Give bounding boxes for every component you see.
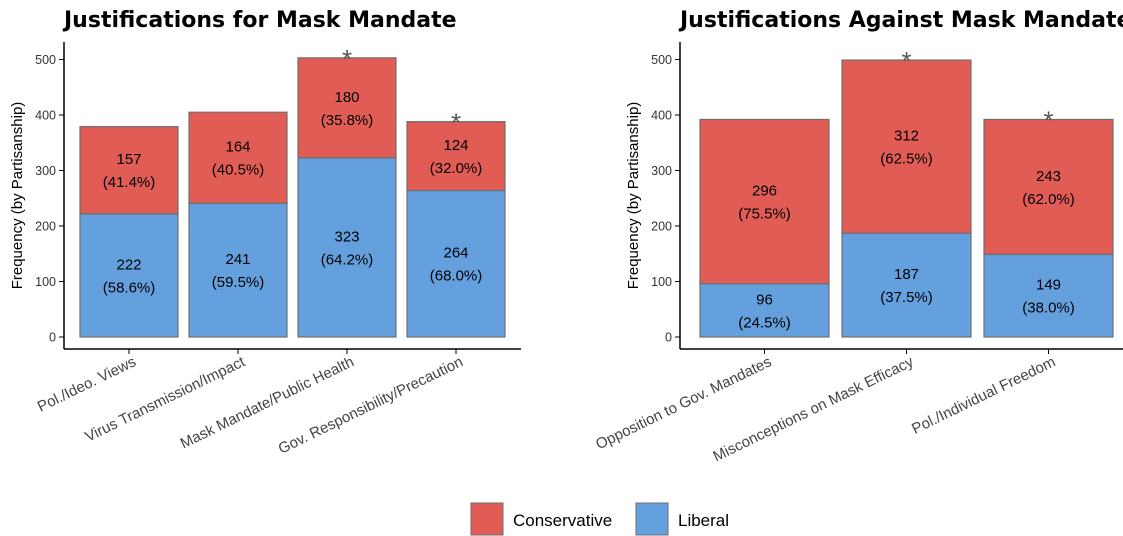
- chart-title: Justifications for Mask Mandate: [62, 8, 457, 33]
- significance-marker: *: [901, 46, 911, 76]
- bar-conservative: [983, 118, 1114, 255]
- y-tick-label: 100: [35, 275, 56, 289]
- data-label-conservative-count: 164: [225, 139, 250, 156]
- data-label-liberal-count: 323: [334, 228, 359, 245]
- bar-liberal: [79, 213, 179, 338]
- data-label-liberal-count: 222: [116, 256, 141, 273]
- bar-conservative: [841, 59, 972, 234]
- data-label-liberal-count: 264: [443, 245, 468, 262]
- y-tick-label: 100: [651, 275, 672, 289]
- y-tick-label: 0: [49, 331, 56, 345]
- data-label-conservative-count: 180: [334, 89, 359, 106]
- data-label-liberal-count: 241: [225, 251, 250, 268]
- legend-label-conservative: Conservative: [513, 511, 612, 530]
- y-axis-label: Frequency (by Partisanship): [625, 102, 642, 290]
- bar-liberal: [297, 157, 397, 338]
- data-label-conservative-percent: (35.8%): [321, 112, 374, 129]
- data-label-liberal-percent: (68.0%): [430, 268, 483, 285]
- bar-conservative: [188, 111, 288, 204]
- data-label-conservative-percent: (62.0%): [1022, 191, 1075, 208]
- bar-conservative: [699, 118, 830, 285]
- bar-liberal: [983, 253, 1114, 338]
- y-tick-label: 200: [651, 220, 672, 234]
- data-label-conservative-count: 243: [1036, 168, 1061, 185]
- data-label-liberal-percent: (58.6%): [103, 279, 156, 296]
- x-tick-label: Pol./Ideo. Views: [35, 353, 139, 415]
- y-tick-label: 300: [651, 164, 672, 178]
- data-label-liberal-percent: (37.5%): [880, 289, 933, 306]
- y-tick-label: 500: [651, 53, 672, 67]
- y-tick-label: 0: [665, 331, 672, 345]
- data-label-liberal-count: 187: [894, 266, 919, 283]
- data-label-conservative-count: 157: [116, 151, 141, 168]
- legend-swatch-liberal: [635, 502, 669, 536]
- x-tick-label: Mask Mandate/Public Health: [178, 353, 357, 452]
- bar-conservative: [79, 126, 179, 215]
- legend-swatch-conservative: [470, 502, 504, 536]
- data-label-liberal-percent: (59.5%): [212, 274, 265, 291]
- bar-liberal: [699, 283, 830, 338]
- data-label-conservative-count: 296: [752, 183, 777, 200]
- data-label-conservative-percent: (75.5%): [738, 206, 791, 223]
- data-label-conservative-percent: (40.5%): [212, 162, 265, 179]
- y-tick-label: 500: [35, 53, 56, 67]
- bar-liberal: [406, 189, 506, 338]
- legend-label-liberal: Liberal: [678, 511, 729, 530]
- y-tick-label: 400: [35, 109, 56, 123]
- bar-liberal: [841, 232, 972, 338]
- bar-conservative: [297, 57, 397, 159]
- y-tick-label: 200: [35, 220, 56, 234]
- chart-legend: Conservative Liberal: [470, 502, 729, 536]
- bar-conservative: [406, 121, 506, 192]
- significance-marker: *: [451, 108, 461, 138]
- chart-title: Justifications Against Mask Mandate: [678, 8, 1123, 33]
- chart-panel-for-mandate: Justifications for Mask Mandate Frequency…: [9, 8, 521, 458]
- x-tick-label: Gov. Responsibility/Precaution: [276, 353, 466, 457]
- data-label-conservative-percent: (32.0%): [430, 160, 483, 177]
- data-label-conservative-percent: (41.4%): [103, 174, 156, 191]
- data-label-liberal-count: 96: [756, 291, 773, 308]
- bar-liberal: [188, 202, 288, 338]
- data-label-liberal-count: 149: [1036, 277, 1061, 294]
- data-label-conservative-percent: (62.5%): [880, 151, 933, 168]
- chart-panel-against-mandate: Justifications Against Mask Mandate Frequ…: [593, 8, 1123, 465]
- data-label-conservative-count: 312: [894, 128, 919, 145]
- data-label-liberal-percent: (38.0%): [1022, 300, 1075, 317]
- significance-marker: *: [1043, 105, 1053, 135]
- x-tick-label: Pol./Individual Freedom: [909, 353, 1058, 437]
- data-label-liberal-percent: (64.2%): [321, 251, 374, 268]
- y-tick-label: 400: [651, 109, 672, 123]
- significance-marker: *: [342, 44, 352, 74]
- y-tick-label: 300: [35, 164, 56, 178]
- y-axis-label: Frequency (by Partisanship): [9, 102, 26, 290]
- data-label-conservative-count: 124: [443, 137, 468, 154]
- data-label-liberal-percent: (24.5%): [738, 314, 791, 331]
